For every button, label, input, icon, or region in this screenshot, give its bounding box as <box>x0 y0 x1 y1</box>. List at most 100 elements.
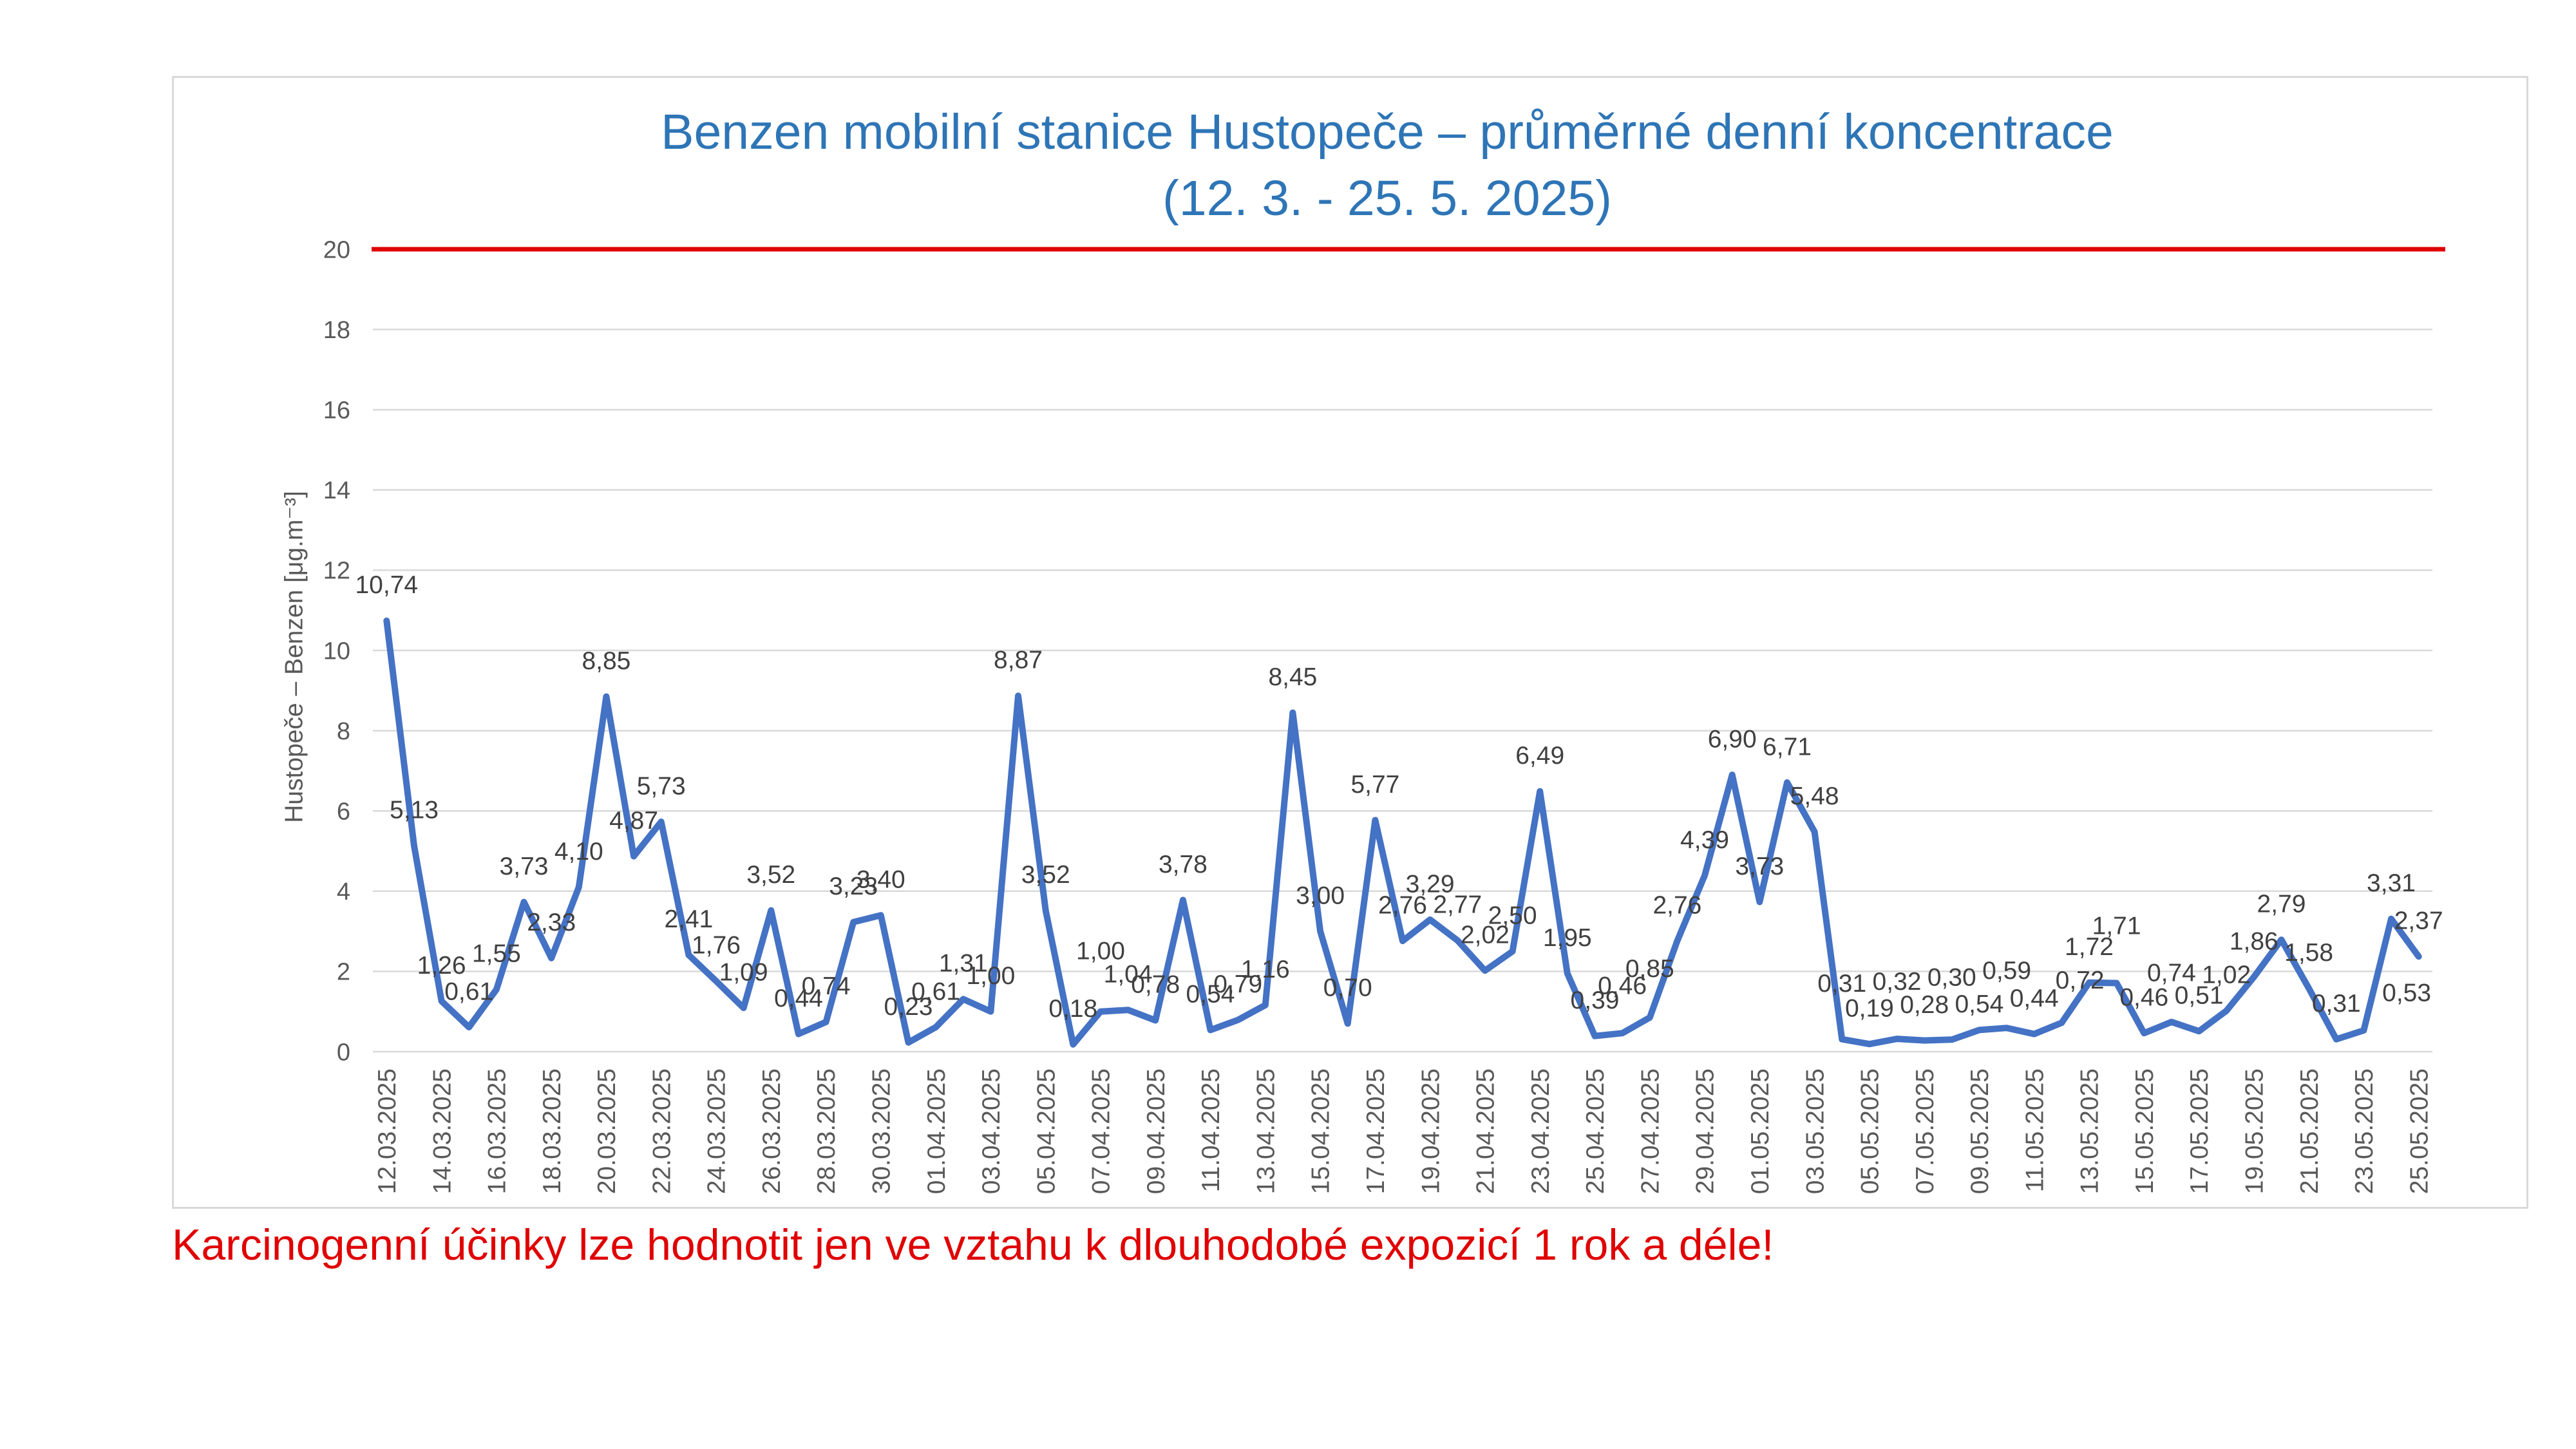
data-label: 1,00 <box>1076 937 1125 965</box>
data-label: 1,71 <box>2092 912 2141 940</box>
x-tick-label: 22.03.2025 <box>648 1068 676 1194</box>
data-label: 1,04 <box>1104 960 1153 988</box>
data-label: 2,77 <box>1433 891 1482 919</box>
data-label: 8,85 <box>582 647 630 675</box>
data-label: 3,73 <box>1735 853 1784 880</box>
y-tick-label: 14 <box>323 477 350 504</box>
data-label: 8,87 <box>994 647 1043 674</box>
data-label: 0,53 <box>2382 980 2431 1007</box>
x-tick-label: 25.05.2025 <box>2405 1068 2433 1194</box>
data-label: 3,52 <box>1021 861 1070 889</box>
x-tick-label: 05.04.2025 <box>1032 1068 1060 1194</box>
data-label: 5,13 <box>390 797 439 824</box>
x-tick-label: 21.05.2025 <box>2296 1068 2324 1194</box>
data-label: 6,71 <box>1763 733 1812 761</box>
x-tick-label: 09.05.2025 <box>1966 1068 1994 1194</box>
y-tick-label: 12 <box>323 558 350 585</box>
series-group <box>383 617 2422 1048</box>
x-tick-label: 09.04.2025 <box>1142 1068 1170 1194</box>
x-tick-label: 26.03.2025 <box>758 1068 786 1194</box>
gridlines <box>373 248 2432 1053</box>
x-tick-label: 24.03.2025 <box>703 1068 731 1194</box>
x-axis: 12.03.2025 14.03.2025 16.03.2025 18.03.2025… <box>374 1068 2433 1194</box>
x-tick-label: 05.05.2025 <box>1857 1068 1884 1194</box>
data-label: 5,48 <box>1790 782 1839 810</box>
y-tick-label: 10 <box>323 638 350 665</box>
data-label: 0,30 <box>1927 964 1976 992</box>
y-tick-label: 6 <box>337 799 350 826</box>
x-tick-label: 07.05.2025 <box>1911 1068 1939 1194</box>
data-label: 0,51 <box>2175 981 2224 1009</box>
data-label: 5,77 <box>1350 771 1399 799</box>
x-tick-label: 03.04.2025 <box>978 1068 1005 1194</box>
data-label: 6,90 <box>1708 725 1757 753</box>
data-label: 2,33 <box>527 909 576 936</box>
data-label: 0,32 <box>1873 968 1922 996</box>
y-tick-label: 2 <box>337 959 350 986</box>
data-label: 4,39 <box>1680 826 1729 854</box>
data-label: 0,85 <box>1625 955 1674 983</box>
x-tick-label: 19.04.2025 <box>1417 1068 1444 1194</box>
data-label: 0,61 <box>911 978 960 1005</box>
x-tick-label: 17.05.2025 <box>2186 1068 2213 1194</box>
data-label: 1,55 <box>472 940 521 968</box>
data-label: 3,00 <box>1296 882 1345 909</box>
data-labels: 10,745,131,260,611,553,732,334,108,854,8… <box>355 571 2443 1023</box>
data-label: 5,73 <box>637 772 686 800</box>
data-label: 3,40 <box>857 866 905 893</box>
x-tick-label: 15.04.2025 <box>1307 1068 1335 1194</box>
data-label: 10,74 <box>355 571 418 599</box>
data-label: 2,02 <box>1461 921 1510 949</box>
data-label: 0,70 <box>1323 974 1372 1002</box>
x-tick-label: 01.04.2025 <box>923 1068 951 1194</box>
x-tick-label: 11.04.2025 <box>1197 1068 1225 1192</box>
data-label: 0,46 <box>1598 972 1647 1000</box>
data-label: 0,72 <box>2056 967 2105 994</box>
x-tick-label: 15.05.2025 <box>2131 1068 2159 1194</box>
series-line <box>383 617 2422 1048</box>
data-label: 0,46 <box>2119 984 2168 1012</box>
data-label: 0,19 <box>1845 994 1894 1022</box>
y-axis: 0 2 4 6 8 10 12 14 16 18 20 <box>323 236 350 1066</box>
data-label: 2,76 <box>1378 891 1427 919</box>
data-label: 1,58 <box>2284 939 2333 967</box>
data-label: 0,74 <box>802 972 851 1000</box>
x-tick-label: 12.03.2025 <box>374 1068 401 1194</box>
x-tick-label: 30.03.2025 <box>867 1068 895 1194</box>
data-label: 0,39 <box>1571 987 1620 1014</box>
x-tick-label: 29.04.2025 <box>1692 1068 1719 1194</box>
data-label: 2,41 <box>664 905 713 933</box>
x-tick-label: 20.03.2025 <box>593 1068 621 1194</box>
data-label: 1,02 <box>2202 961 2251 989</box>
data-label: 8,45 <box>1268 663 1317 691</box>
y-tick-label: 18 <box>323 317 350 344</box>
data-label: 1,09 <box>719 958 768 986</box>
data-label: 4,10 <box>554 838 603 866</box>
y-tick-label: 0 <box>337 1039 350 1066</box>
data-label: 0,54 <box>1955 990 2003 1018</box>
data-label: 0,23 <box>884 993 933 1021</box>
y-tick-label: 16 <box>323 397 350 424</box>
x-tick-label: 11.05.2025 <box>2021 1068 2049 1192</box>
y-tick-label: 8 <box>337 718 350 745</box>
data-label: 3,23 <box>829 873 878 900</box>
data-label: 3,78 <box>1159 851 1208 878</box>
x-tick-label: 19.05.2025 <box>2240 1068 2268 1194</box>
data-label: 0,79 <box>1213 971 1262 998</box>
data-label: 2,50 <box>1488 902 1537 929</box>
x-tick-label: 25.04.2025 <box>1582 1068 1609 1194</box>
data-label: 2,37 <box>2394 907 2443 935</box>
y-tick-label: 4 <box>337 878 350 905</box>
data-label: 2,76 <box>1653 891 1701 919</box>
data-label: 1,00 <box>966 962 1015 990</box>
data-label: 1,26 <box>417 952 466 980</box>
x-tick-label: 01.05.2025 <box>1747 1068 1774 1194</box>
data-label: 3,29 <box>1406 870 1455 898</box>
data-label: 0,78 <box>1131 971 1180 999</box>
data-label: 0,61 <box>444 978 493 1005</box>
data-label: 1,72 <box>2065 933 2114 961</box>
x-tick-label: 23.05.2025 <box>2351 1068 2378 1194</box>
data-label: 0,59 <box>1982 957 2031 985</box>
data-label: 0,44 <box>2010 985 2059 1012</box>
